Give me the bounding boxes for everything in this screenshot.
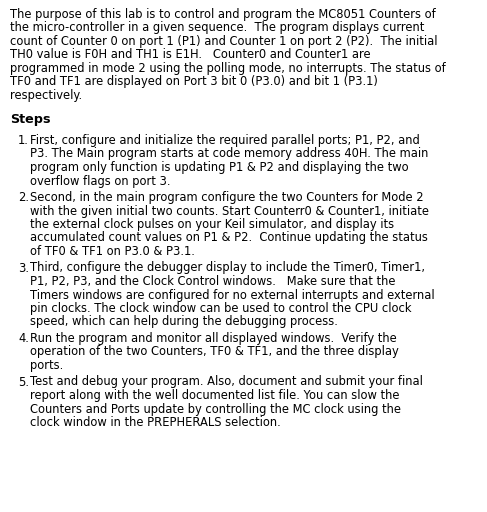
Text: 3.: 3.: [18, 262, 29, 274]
Text: with the given initial two counts. Start Counterr0 & Counter1, initiate: with the given initial two counts. Start…: [30, 204, 429, 218]
Text: Timers windows are configured for no external interrupts and external: Timers windows are configured for no ext…: [30, 288, 434, 302]
Text: operation of the two Counters, TF0 & TF1, and the three display: operation of the two Counters, TF0 & TF1…: [30, 346, 399, 358]
Text: TF0 and TF1 are displayed on Port 3 bit 0 (P3.0) and bit 1 (P3.1): TF0 and TF1 are displayed on Port 3 bit …: [10, 75, 378, 89]
Text: the external clock pulses on your Keil simulator, and display its: the external clock pulses on your Keil s…: [30, 218, 394, 231]
Text: overflow flags on port 3.: overflow flags on port 3.: [30, 175, 170, 187]
Text: The purpose of this lab is to control and program the MC8051 Counters of: The purpose of this lab is to control an…: [10, 8, 436, 21]
Text: accumulated count values on P1 & P2.  Continue updating the status: accumulated count values on P1 & P2. Con…: [30, 231, 428, 245]
Text: programmed in mode 2 using the polling mode, no interrupts. The status of: programmed in mode 2 using the polling m…: [10, 62, 446, 75]
Text: clock window in the PREPHERALS selection.: clock window in the PREPHERALS selection…: [30, 416, 281, 429]
Text: P3. The Main program starts at code memory address 40H. The main: P3. The Main program starts at code memo…: [30, 147, 429, 160]
Text: Steps: Steps: [10, 113, 51, 125]
Text: the micro-controller in a given sequence.  The program displays current: the micro-controller in a given sequence…: [10, 22, 424, 34]
Text: Run the program and monitor all displayed windows.  Verify the: Run the program and monitor all displaye…: [30, 332, 397, 345]
Text: Third, configure the debugger display to include the Timer0, Timer1,: Third, configure the debugger display to…: [30, 262, 425, 274]
Text: respectively.: respectively.: [10, 89, 82, 102]
Text: TH0 value is F0H and TH1 is E1H.   Counter0 and Counter1 are: TH0 value is F0H and TH1 is E1H. Counter…: [10, 49, 371, 61]
Text: Counters and Ports update by controlling the MC clock using the: Counters and Ports update by controlling…: [30, 402, 401, 416]
Text: 4.: 4.: [18, 332, 29, 345]
Text: P1, P2, P3, and the Clock Control windows.   Make sure that the: P1, P2, P3, and the Clock Control window…: [30, 275, 395, 288]
Text: ports.: ports.: [30, 359, 63, 372]
Text: 5.: 5.: [18, 375, 29, 389]
Text: Test and debug your program. Also, document and submit your final: Test and debug your program. Also, docum…: [30, 375, 423, 389]
Text: 1.: 1.: [18, 134, 29, 147]
Text: count of Counter 0 on port 1 (P1) and Counter 1 on port 2 (P2).  The initial: count of Counter 0 on port 1 (P1) and Co…: [10, 35, 437, 48]
Text: program only function is updating P1 & P2 and displaying the two: program only function is updating P1 & P…: [30, 161, 409, 174]
Text: report along with the well documented list file. You can slow the: report along with the well documented li…: [30, 389, 399, 402]
Text: Second, in the main program configure the two Counters for Mode 2: Second, in the main program configure th…: [30, 191, 424, 204]
Text: of TF0 & TF1 on P3.0 & P3.1.: of TF0 & TF1 on P3.0 & P3.1.: [30, 245, 195, 258]
Text: speed, which can help during the debugging process.: speed, which can help during the debuggi…: [30, 315, 338, 329]
Text: pin clocks. The clock window can be used to control the CPU clock: pin clocks. The clock window can be used…: [30, 302, 412, 315]
Text: 2.: 2.: [18, 191, 29, 204]
Text: First, configure and initialize the required parallel ports; P1, P2, and: First, configure and initialize the requ…: [30, 134, 420, 147]
